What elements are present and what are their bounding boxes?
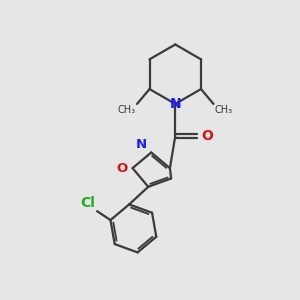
Text: N: N: [136, 138, 147, 151]
Text: CH₃: CH₃: [215, 104, 233, 115]
Text: CH₃: CH₃: [117, 104, 136, 115]
Text: O: O: [116, 162, 127, 175]
Text: O: O: [201, 129, 213, 143]
Text: N: N: [169, 97, 181, 111]
Text: Cl: Cl: [80, 196, 95, 210]
